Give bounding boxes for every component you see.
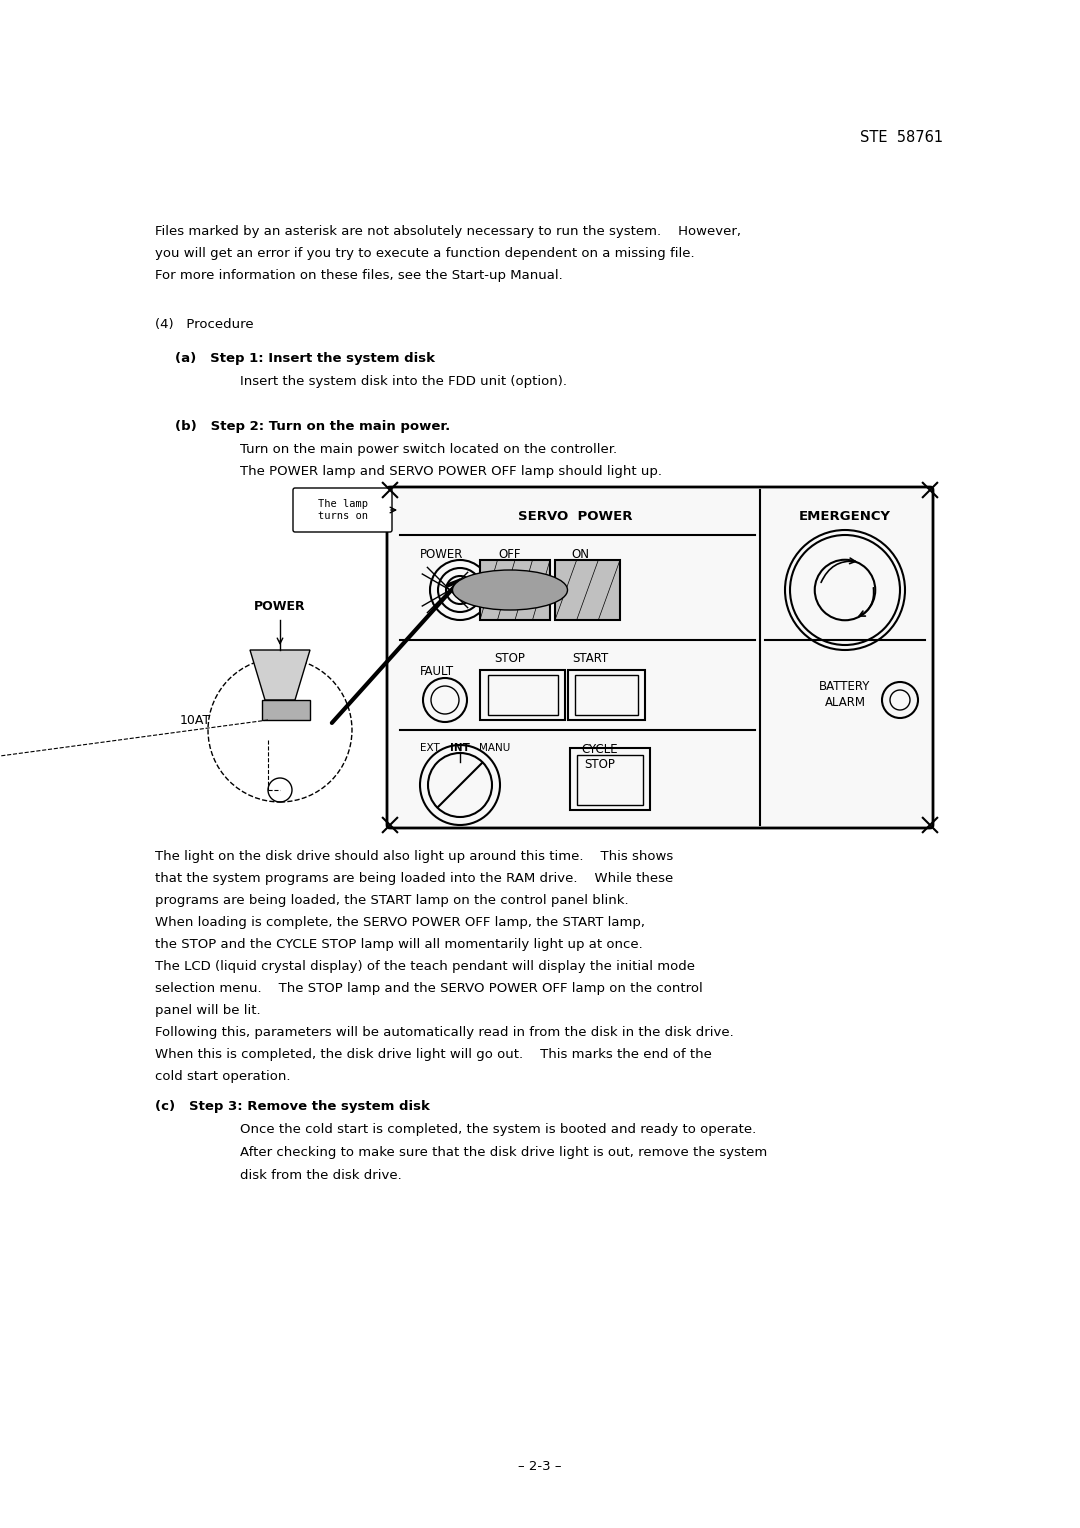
Text: BATTERY
ALARM: BATTERY ALARM bbox=[820, 680, 870, 709]
Bar bbox=[480, 559, 550, 620]
Text: When this is completed, the disk drive light will go out.    This marks the end : When this is completed, the disk drive l… bbox=[156, 1048, 712, 1060]
Bar bbox=[480, 669, 565, 720]
Text: Files marked by an asterisk are not absolutely necessary to run the system.    H: Files marked by an asterisk are not abso… bbox=[156, 225, 741, 238]
Text: panel will be lit.: panel will be lit. bbox=[156, 1004, 260, 1018]
Text: For more information on these files, see the Start-up Manual.: For more information on these files, see… bbox=[156, 269, 563, 283]
Text: CYCLE
STOP: CYCLE STOP bbox=[582, 743, 619, 772]
Text: cold start operation.: cold start operation. bbox=[156, 1070, 291, 1083]
Text: Once the cold start is completed, the system is booted and ready to operate.: Once the cold start is completed, the sy… bbox=[240, 1123, 756, 1135]
Text: START: START bbox=[572, 652, 608, 665]
Text: OFF: OFF bbox=[499, 549, 522, 561]
Text: STE  58761: STE 58761 bbox=[860, 130, 943, 145]
Bar bbox=[488, 675, 558, 715]
Text: selection menu.    The STOP lamp and the SERVO POWER OFF lamp on the control: selection menu. The STOP lamp and the SE… bbox=[156, 983, 703, 995]
Text: ON: ON bbox=[571, 549, 589, 561]
Text: disk from the disk drive.: disk from the disk drive. bbox=[240, 1169, 402, 1183]
Bar bbox=[575, 675, 638, 715]
Text: The LCD (liquid crystal display) of the teach pendant will display the initial m: The LCD (liquid crystal display) of the … bbox=[156, 960, 696, 973]
Text: 10AT: 10AT bbox=[180, 714, 211, 726]
Text: Insert the system disk into the FDD unit (option).: Insert the system disk into the FDD unit… bbox=[240, 374, 567, 388]
Text: the STOP and the CYCLE STOP lamp will all momentarily light up at once.: the STOP and the CYCLE STOP lamp will al… bbox=[156, 938, 643, 950]
Text: The lamp
turns on: The lamp turns on bbox=[318, 498, 367, 521]
Bar bbox=[555, 559, 620, 620]
FancyBboxPatch shape bbox=[293, 487, 392, 532]
Text: FAULT: FAULT bbox=[420, 665, 454, 678]
Text: Turn on the main power switch located on the controller.: Turn on the main power switch located on… bbox=[240, 443, 617, 455]
Bar bbox=[568, 669, 645, 720]
Text: (4)   Procedure: (4) Procedure bbox=[156, 318, 254, 332]
Text: STOP: STOP bbox=[495, 652, 526, 665]
FancyBboxPatch shape bbox=[387, 487, 933, 828]
Text: Following this, parameters will be automatically read in from the disk in the di: Following this, parameters will be autom… bbox=[156, 1025, 733, 1039]
Text: you will get an error if you try to execute a function dependent on a missing fi: you will get an error if you try to exec… bbox=[156, 248, 694, 260]
Text: (a)   Step 1: Insert the system disk: (a) Step 1: Insert the system disk bbox=[175, 351, 435, 365]
Text: (b)   Step 2: Turn on the main power.: (b) Step 2: Turn on the main power. bbox=[175, 420, 450, 432]
Text: POWER: POWER bbox=[254, 601, 306, 613]
Text: EXT: EXT bbox=[420, 743, 440, 753]
Text: EMERGENCY: EMERGENCY bbox=[799, 510, 891, 523]
Ellipse shape bbox=[453, 570, 567, 610]
Text: After checking to make sure that the disk drive light is out, remove the system: After checking to make sure that the dis… bbox=[240, 1146, 767, 1160]
Text: The POWER lamp and SERVO POWER OFF lamp should light up.: The POWER lamp and SERVO POWER OFF lamp … bbox=[240, 465, 662, 478]
Text: programs are being loaded, the START lamp on the control panel blink.: programs are being loaded, the START lam… bbox=[156, 894, 629, 908]
Bar bbox=[570, 749, 650, 810]
Text: MANU: MANU bbox=[480, 743, 511, 753]
Text: INT: INT bbox=[450, 743, 470, 753]
Text: The light on the disk drive should also light up around this time.    This shows: The light on the disk drive should also … bbox=[156, 850, 673, 863]
Text: POWER: POWER bbox=[420, 549, 463, 561]
Text: When loading is complete, the SERVO POWER OFF lamp, the START lamp,: When loading is complete, the SERVO POWE… bbox=[156, 915, 645, 929]
Text: that the system programs are being loaded into the RAM drive.    While these: that the system programs are being loade… bbox=[156, 872, 673, 885]
Polygon shape bbox=[249, 649, 310, 700]
Text: (c)   Step 3: Remove the system disk: (c) Step 3: Remove the system disk bbox=[156, 1100, 430, 1112]
Bar bbox=[577, 755, 643, 805]
Bar bbox=[262, 700, 310, 720]
Text: – 2-3 –: – 2-3 – bbox=[518, 1459, 562, 1473]
Text: SERVO  POWER: SERVO POWER bbox=[517, 510, 632, 523]
